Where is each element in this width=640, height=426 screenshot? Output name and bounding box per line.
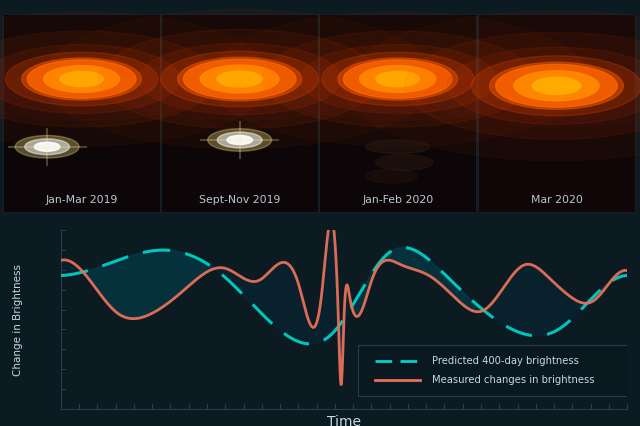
Circle shape [360,66,436,92]
FancyBboxPatch shape [3,14,160,212]
Ellipse shape [430,67,640,127]
Circle shape [322,52,474,106]
Circle shape [99,29,380,129]
Circle shape [200,65,279,93]
Circle shape [22,58,141,100]
FancyBboxPatch shape [319,14,476,212]
Text: Sept-Nov 2019: Sept-Nov 2019 [199,196,280,205]
Circle shape [344,60,452,98]
Ellipse shape [306,69,490,112]
Circle shape [161,51,319,107]
Circle shape [490,62,623,109]
Text: Change in Brightness: Change in Brightness [13,264,23,375]
Circle shape [35,142,60,151]
Ellipse shape [147,69,332,112]
Ellipse shape [0,60,209,120]
Text: Predicted 400-day brightness: Predicted 400-day brightness [432,356,579,366]
Ellipse shape [499,83,614,111]
Circle shape [514,71,599,101]
Text: Measured changes in brightness: Measured changes in brightness [432,375,595,386]
Circle shape [217,71,262,87]
Circle shape [496,64,617,107]
Ellipse shape [24,77,140,104]
Text: Mar 2020: Mar 2020 [531,196,582,205]
X-axis label: Time: Time [327,414,361,426]
Text: Jan-Feb 2020: Jan-Feb 2020 [362,196,433,205]
FancyBboxPatch shape [161,14,318,212]
Circle shape [447,47,640,124]
Circle shape [218,132,262,148]
Circle shape [138,43,341,115]
Circle shape [60,71,104,87]
Ellipse shape [0,69,174,112]
Text: Jan-Mar 2019: Jan-Mar 2019 [45,196,118,205]
Circle shape [0,44,179,114]
Circle shape [5,52,157,106]
Circle shape [178,57,301,101]
Ellipse shape [113,60,366,120]
Ellipse shape [375,155,433,170]
Ellipse shape [340,77,456,104]
Circle shape [15,135,79,158]
FancyBboxPatch shape [478,14,635,212]
Circle shape [338,58,458,100]
Circle shape [300,44,496,114]
Ellipse shape [271,60,525,120]
Ellipse shape [365,170,417,183]
Circle shape [262,31,534,127]
Circle shape [25,139,70,155]
Circle shape [184,59,296,99]
Circle shape [376,71,420,87]
Circle shape [532,77,581,95]
Circle shape [27,60,136,98]
Circle shape [44,66,120,92]
Circle shape [227,135,253,144]
Ellipse shape [366,140,430,153]
Circle shape [471,56,640,116]
FancyBboxPatch shape [358,345,627,397]
Circle shape [404,32,640,139]
Circle shape [207,129,272,151]
Circle shape [0,31,218,127]
Ellipse shape [182,77,298,104]
Ellipse shape [465,75,640,119]
